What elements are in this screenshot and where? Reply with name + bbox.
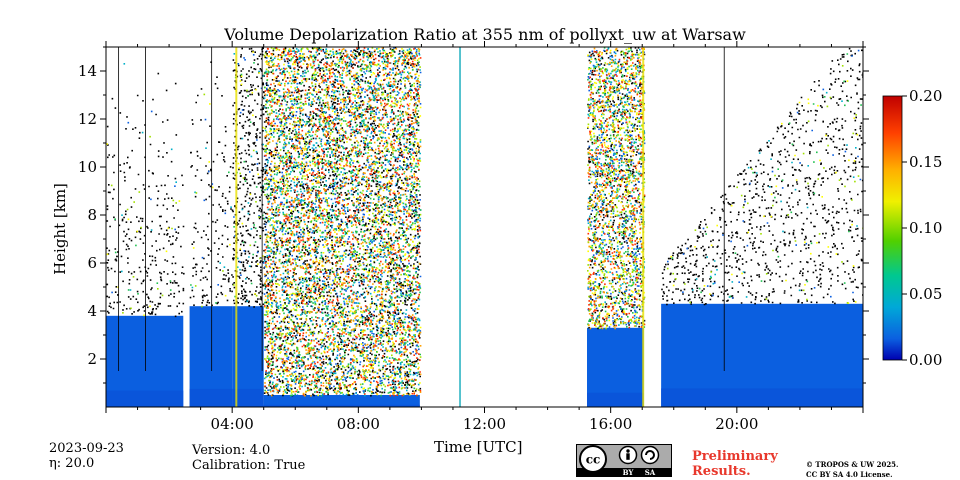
single-profile-streak <box>459 47 461 407</box>
preliminary-line-2: Results. <box>692 464 751 479</box>
x-tick-label: 16:00 <box>589 415 632 433</box>
noise-speckle <box>189 61 234 308</box>
near-ground-layer <box>661 388 863 407</box>
chart-title: Volume Depolarization Ratio at 355 nm of… <box>224 25 746 44</box>
calibration-text: Calibration: True <box>192 458 306 473</box>
cc-icon <box>579 445 607 473</box>
colorbar-tick-label: 0.00 <box>909 351 942 369</box>
eta-text: η: 20.0 <box>49 456 95 471</box>
near-ground-layer <box>232 388 264 407</box>
by-label: BY <box>623 468 635 477</box>
preliminary-line-1: Preliminary <box>692 449 778 464</box>
near-ground-layer <box>189 388 233 407</box>
y-tick-label: 6 <box>87 254 97 272</box>
colorbar-tick-label: 0.05 <box>909 285 942 303</box>
version-text: Version: 4.0 <box>192 443 271 458</box>
axes: 04:00 08:00 12:00 16:00 20:00 2 4 6 8 10 12 14 <box>78 41 869 433</box>
depol-streak <box>235 47 238 407</box>
y-tick-label: 4 <box>87 302 97 320</box>
version-info: Version: 4.0 Calibration: True <box>192 443 305 473</box>
y-tick-label: 12 <box>78 110 97 128</box>
x-tick-label: 12:00 <box>463 415 506 433</box>
near-ground-layer <box>587 392 644 407</box>
depol-streak <box>642 47 645 407</box>
y-tick-label: 2 <box>87 350 97 368</box>
x-tick-label: 08:00 <box>337 415 380 433</box>
y-tick-label: 14 <box>78 62 97 80</box>
heatmap-area <box>106 47 863 407</box>
copyright-line-2: CC BY SA 4.0 License. <box>806 470 893 479</box>
colorbar-tick-label: 0.20 <box>909 87 942 105</box>
preliminary-results-note: Preliminary Results. <box>692 449 778 479</box>
x-tick-label: 04:00 <box>211 415 254 433</box>
svg-text:cc: cc <box>586 453 601 467</box>
near-ground-layer <box>106 390 184 407</box>
copyright-note: © TROPOS & UW 2025. CC BY SA 4.0 License… <box>806 460 899 480</box>
date-info: 2023-09-23 η: 20.0 <box>49 441 124 471</box>
cc-license-badge: cc BY SA <box>576 444 672 477</box>
colorbar <box>882 95 903 361</box>
copyright-line-1: © TROPOS & UW 2025. <box>806 460 899 469</box>
noise-speckle <box>661 47 863 306</box>
y-axis-label: Height [km] <box>51 183 69 275</box>
x-tick-label: 20:00 <box>715 415 758 433</box>
date-text: 2023-09-23 <box>49 441 124 456</box>
boundary-layer-block <box>263 395 420 407</box>
sa-icon <box>640 445 660 465</box>
sa-label: SA <box>645 468 656 477</box>
x-axis-label: Time [UTC] <box>434 438 523 456</box>
colorbar-tick-label: 0.10 <box>909 219 942 237</box>
y-tick-label: 8 <box>87 206 97 224</box>
noise-speckle <box>263 47 422 397</box>
near-ground-layer <box>263 404 420 407</box>
colorbar-ticks: 0.00 0.05 0.10 0.15 0.20 <box>902 87 942 369</box>
colorbar-tick-label: 0.15 <box>909 153 942 171</box>
y-tick-label: 10 <box>78 158 97 176</box>
noise-speckle <box>587 47 646 330</box>
